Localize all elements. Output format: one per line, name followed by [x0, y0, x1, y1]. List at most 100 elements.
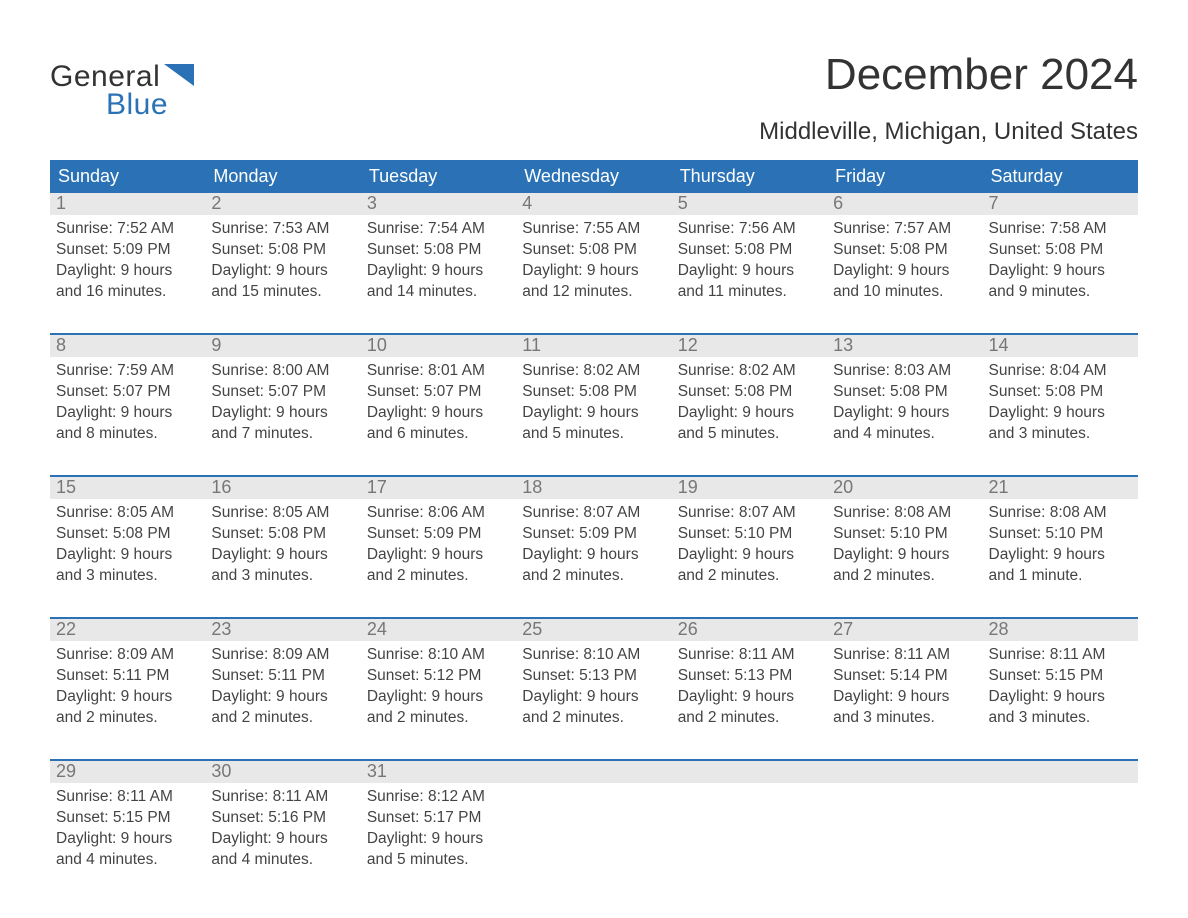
day-cell: 29Sunrise: 8:11 AMSunset: 5:15 PMDayligh…: [50, 761, 205, 889]
day-number: 18: [516, 477, 671, 499]
day-sunrise: Sunrise: 8:06 AM: [367, 503, 510, 524]
day-sunset: Sunset: 5:08 PM: [833, 240, 976, 261]
day-content: Sunrise: 7:55 AMSunset: 5:08 PMDaylight:…: [516, 215, 671, 303]
day-sunset: Sunset: 5:08 PM: [367, 240, 510, 261]
weekday-saturday: Saturday: [983, 160, 1138, 193]
day-cell: 22Sunrise: 8:09 AMSunset: 5:11 PMDayligh…: [50, 619, 205, 747]
day-d2: and 3 minutes.: [989, 424, 1132, 445]
day-number: 3: [361, 193, 516, 215]
day-d2: and 4 minutes.: [833, 424, 976, 445]
day-d1: Daylight: 9 hours: [367, 261, 510, 282]
day-sunset: Sunset: 5:13 PM: [522, 666, 665, 687]
location-text: Middleville, Michigan, United States: [759, 118, 1138, 146]
day-sunrise: Sunrise: 8:02 AM: [522, 361, 665, 382]
week-row: 1Sunrise: 7:52 AMSunset: 5:09 PMDaylight…: [50, 193, 1138, 321]
day-cell: 4Sunrise: 7:55 AMSunset: 5:08 PMDaylight…: [516, 193, 671, 321]
day-cell: 25Sunrise: 8:10 AMSunset: 5:13 PMDayligh…: [516, 619, 671, 747]
day-d2: and 5 minutes.: [367, 850, 510, 871]
day-d1: Daylight: 9 hours: [522, 545, 665, 566]
day-sunset: Sunset: 5:14 PM: [833, 666, 976, 687]
day-cell: 15Sunrise: 8:05 AMSunset: 5:08 PMDayligh…: [50, 477, 205, 605]
day-number-empty: [827, 761, 982, 783]
day-d2: and 2 minutes.: [56, 708, 199, 729]
day-cell: [827, 761, 982, 889]
day-d1: Daylight: 9 hours: [56, 261, 199, 282]
header-right: December 2024 Middleville, Michigan, Uni…: [759, 50, 1138, 146]
day-sunset: Sunset: 5:13 PM: [678, 666, 821, 687]
day-cell: 3Sunrise: 7:54 AMSunset: 5:08 PMDaylight…: [361, 193, 516, 321]
day-d2: and 2 minutes.: [522, 566, 665, 587]
day-content: Sunrise: 8:11 AMSunset: 5:16 PMDaylight:…: [205, 783, 360, 871]
day-content: Sunrise: 8:07 AMSunset: 5:10 PMDaylight:…: [672, 499, 827, 587]
day-content: Sunrise: 8:06 AMSunset: 5:09 PMDaylight:…: [361, 499, 516, 587]
day-content: Sunrise: 8:09 AMSunset: 5:11 PMDaylight:…: [205, 641, 360, 729]
day-cell: 18Sunrise: 8:07 AMSunset: 5:09 PMDayligh…: [516, 477, 671, 605]
day-sunrise: Sunrise: 7:57 AM: [833, 219, 976, 240]
day-number: 9: [205, 335, 360, 357]
day-d2: and 6 minutes.: [367, 424, 510, 445]
day-sunrise: Sunrise: 8:11 AM: [989, 645, 1132, 666]
day-cell: 1Sunrise: 7:52 AMSunset: 5:09 PMDaylight…: [50, 193, 205, 321]
day-number: 24: [361, 619, 516, 641]
day-content: Sunrise: 8:08 AMSunset: 5:10 PMDaylight:…: [983, 499, 1138, 587]
day-sunset: Sunset: 5:09 PM: [56, 240, 199, 261]
day-d2: and 11 minutes.: [678, 282, 821, 303]
day-d2: and 5 minutes.: [678, 424, 821, 445]
day-sunrise: Sunrise: 8:11 AM: [56, 787, 199, 808]
day-d2: and 3 minutes.: [833, 708, 976, 729]
day-sunrise: Sunrise: 8:08 AM: [833, 503, 976, 524]
day-sunset: Sunset: 5:15 PM: [56, 808, 199, 829]
day-cell: 14Sunrise: 8:04 AMSunset: 5:08 PMDayligh…: [983, 335, 1138, 463]
day-content: Sunrise: 8:00 AMSunset: 5:07 PMDaylight:…: [205, 357, 360, 445]
day-cell: 30Sunrise: 8:11 AMSunset: 5:16 PMDayligh…: [205, 761, 360, 889]
day-content: Sunrise: 8:05 AMSunset: 5:08 PMDaylight:…: [205, 499, 360, 587]
day-cell: 16Sunrise: 8:05 AMSunset: 5:08 PMDayligh…: [205, 477, 360, 605]
day-content: Sunrise: 7:56 AMSunset: 5:08 PMDaylight:…: [672, 215, 827, 303]
day-sunset: Sunset: 5:08 PM: [211, 240, 354, 261]
day-content: Sunrise: 8:08 AMSunset: 5:10 PMDaylight:…: [827, 499, 982, 587]
day-sunrise: Sunrise: 8:11 AM: [678, 645, 821, 666]
day-sunset: Sunset: 5:16 PM: [211, 808, 354, 829]
day-cell: 10Sunrise: 8:01 AMSunset: 5:07 PMDayligh…: [361, 335, 516, 463]
weekday-header-row: Sunday Monday Tuesday Wednesday Thursday…: [50, 160, 1138, 193]
header-row: General Blue December 2024 Middleville, …: [50, 50, 1138, 146]
day-sunrise: Sunrise: 8:05 AM: [211, 503, 354, 524]
day-number: 28: [983, 619, 1138, 641]
day-d1: Daylight: 9 hours: [833, 261, 976, 282]
day-d1: Daylight: 9 hours: [989, 687, 1132, 708]
day-number: 23: [205, 619, 360, 641]
day-sunrise: Sunrise: 8:05 AM: [56, 503, 199, 524]
day-content: Sunrise: 8:05 AMSunset: 5:08 PMDaylight:…: [50, 499, 205, 587]
day-sunset: Sunset: 5:08 PM: [833, 382, 976, 403]
day-number: 29: [50, 761, 205, 783]
day-sunset: Sunset: 5:10 PM: [833, 524, 976, 545]
day-cell: 2Sunrise: 7:53 AMSunset: 5:08 PMDaylight…: [205, 193, 360, 321]
day-sunset: Sunset: 5:07 PM: [56, 382, 199, 403]
day-sunrise: Sunrise: 8:11 AM: [211, 787, 354, 808]
day-number: 22: [50, 619, 205, 641]
day-sunrise: Sunrise: 8:11 AM: [833, 645, 976, 666]
day-d1: Daylight: 9 hours: [211, 261, 354, 282]
day-sunrise: Sunrise: 8:10 AM: [367, 645, 510, 666]
day-number: 4: [516, 193, 671, 215]
day-d1: Daylight: 9 hours: [678, 545, 821, 566]
day-d1: Daylight: 9 hours: [211, 403, 354, 424]
day-d1: Daylight: 9 hours: [833, 687, 976, 708]
day-content: Sunrise: 7:58 AMSunset: 5:08 PMDaylight:…: [983, 215, 1138, 303]
day-d2: and 3 minutes.: [56, 566, 199, 587]
day-content: Sunrise: 8:11 AMSunset: 5:13 PMDaylight:…: [672, 641, 827, 729]
day-d1: Daylight: 9 hours: [56, 687, 199, 708]
day-d2: and 5 minutes.: [522, 424, 665, 445]
day-number: 16: [205, 477, 360, 499]
day-sunrise: Sunrise: 7:56 AM: [678, 219, 821, 240]
day-d2: and 15 minutes.: [211, 282, 354, 303]
weekday-tuesday: Tuesday: [361, 160, 516, 193]
day-d1: Daylight: 9 hours: [678, 403, 821, 424]
calendar: Sunday Monday Tuesday Wednesday Thursday…: [50, 160, 1138, 889]
day-sunset: Sunset: 5:08 PM: [522, 240, 665, 261]
day-number: 21: [983, 477, 1138, 499]
day-d2: and 8 minutes.: [56, 424, 199, 445]
day-sunset: Sunset: 5:08 PM: [678, 240, 821, 261]
day-content: Sunrise: 7:59 AMSunset: 5:07 PMDaylight:…: [50, 357, 205, 445]
day-content: Sunrise: 7:54 AMSunset: 5:08 PMDaylight:…: [361, 215, 516, 303]
